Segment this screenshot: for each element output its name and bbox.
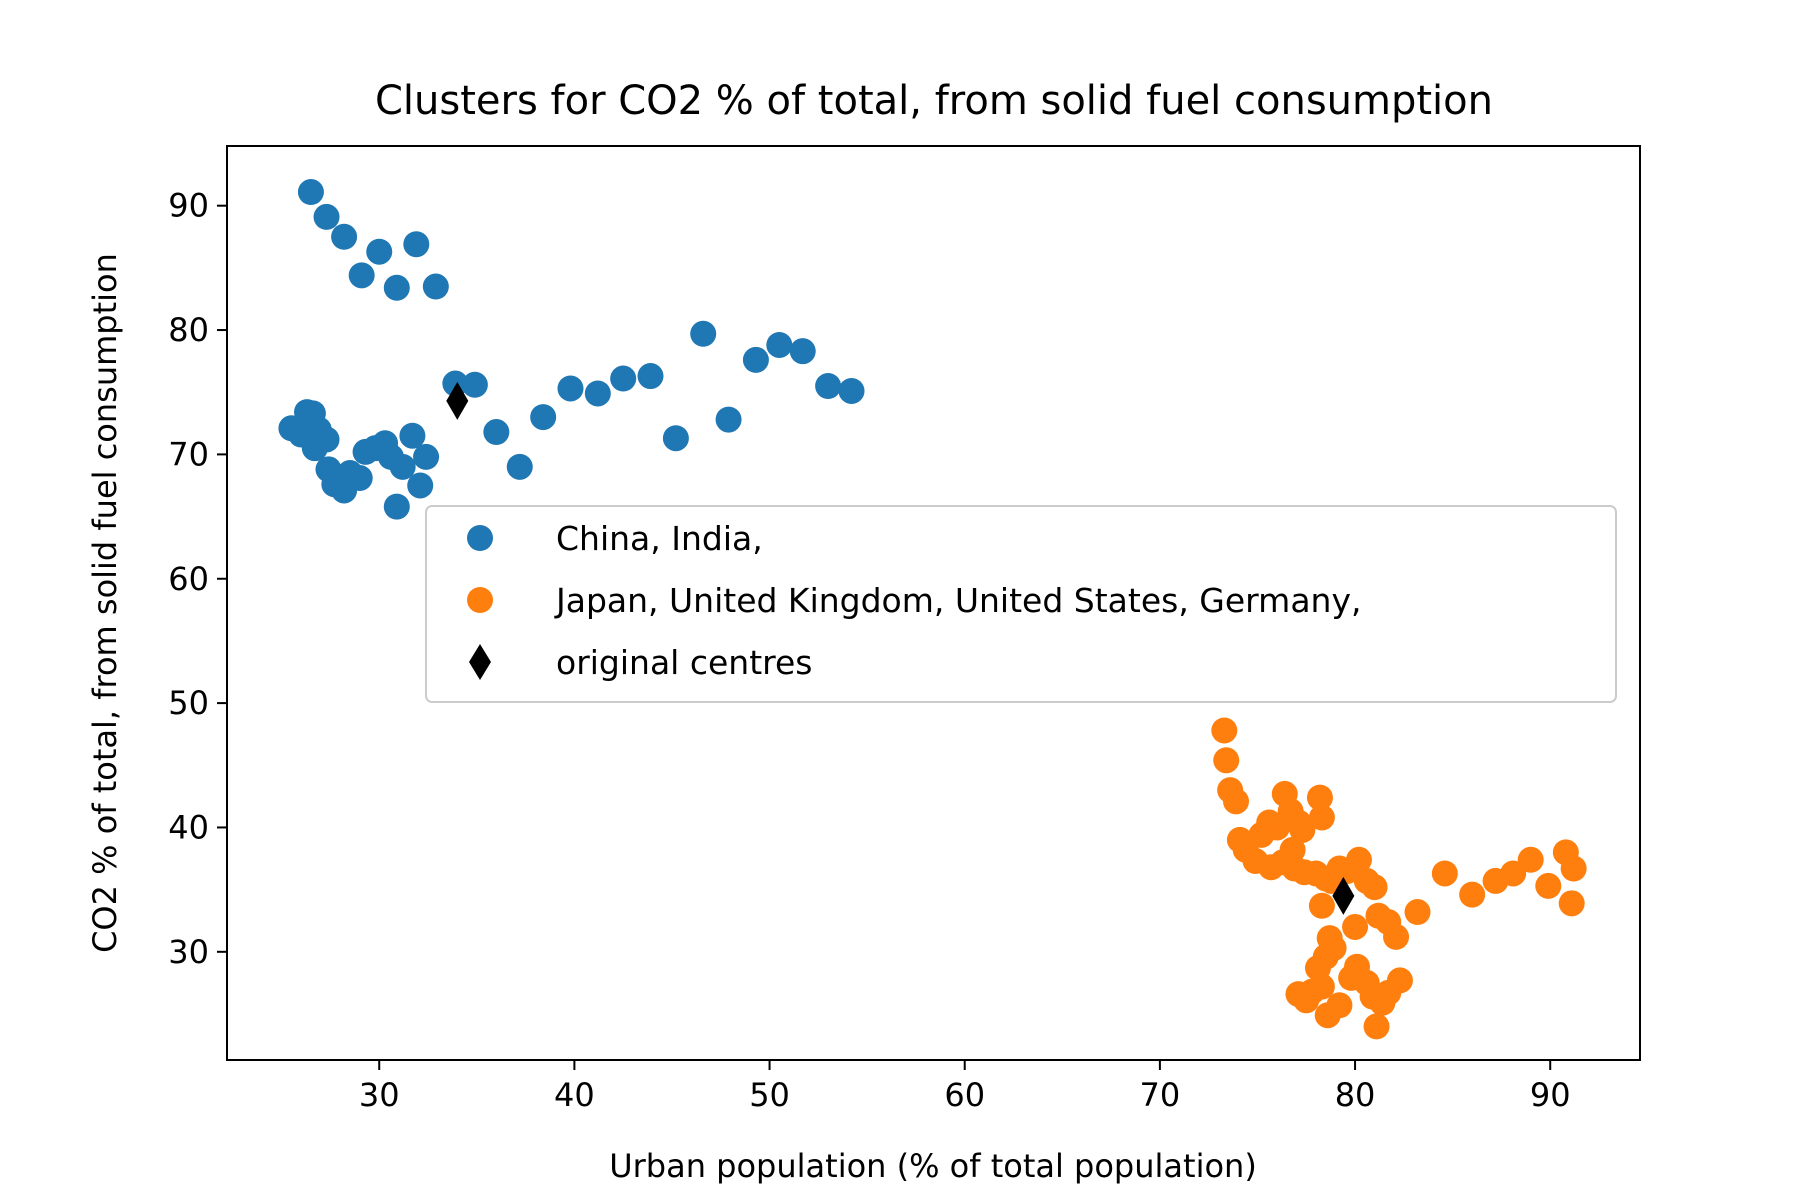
data-point — [1285, 981, 1312, 1008]
data-point — [422, 273, 449, 300]
data-point — [1289, 816, 1316, 843]
data-point — [366, 238, 393, 265]
legend-marker — [467, 525, 493, 551]
data-point — [1558, 890, 1585, 917]
data-point — [1345, 846, 1372, 873]
data-point — [1308, 804, 1335, 831]
data-point — [715, 406, 742, 433]
legend-label: original centres — [556, 643, 812, 682]
data-point — [1211, 717, 1238, 744]
legend-marker — [467, 587, 493, 613]
data-point — [383, 274, 410, 301]
y-tick-label: 70 — [168, 435, 209, 473]
data-point — [610, 365, 637, 392]
chart-title: Clusters for CO2 % of total, from solid … — [375, 78, 1493, 124]
plot-frame — [226, 145, 1641, 1061]
x-tick-label: 60 — [944, 1076, 985, 1114]
y-tick-label: 80 — [168, 311, 209, 349]
data-point — [1258, 854, 1285, 881]
data-point — [297, 179, 324, 206]
data-point — [1404, 899, 1431, 926]
centre-marker — [1332, 876, 1355, 915]
data-point — [383, 493, 410, 520]
data-point — [403, 231, 430, 258]
data-point — [557, 375, 584, 402]
data-point — [407, 472, 434, 499]
data-point — [662, 425, 689, 452]
series-0 — [278, 179, 865, 520]
legend: China, India, Japan, United Kingdom, Unit… — [425, 505, 1617, 703]
data-point — [815, 373, 842, 400]
data-point — [530, 404, 557, 431]
legend-box — [425, 505, 1617, 703]
x-axis-label: Urban population (% of total population) — [609, 1147, 1257, 1185]
data-point — [461, 371, 488, 398]
data-point — [301, 435, 328, 462]
data-point — [1386, 967, 1413, 994]
data-point — [690, 320, 717, 347]
y-tick-label: 90 — [168, 187, 209, 225]
data-point — [1223, 788, 1250, 815]
data-point — [1326, 992, 1353, 1019]
data-point — [389, 453, 416, 480]
data-point — [1431, 860, 1458, 887]
x-tick-label: 30 — [359, 1076, 400, 1114]
data-point — [346, 465, 373, 492]
data-point — [637, 363, 664, 390]
y-tick-label: 60 — [168, 560, 209, 598]
legend-label: China, India, — [556, 519, 763, 558]
data-point — [1517, 846, 1544, 873]
y-tick-label: 30 — [168, 933, 209, 971]
data-point — [1383, 923, 1410, 950]
data-point — [1560, 855, 1587, 882]
x-tick-label: 40 — [554, 1076, 595, 1114]
centre-marker — [446, 381, 469, 420]
data-point — [789, 338, 816, 365]
y-tick-label: 40 — [168, 808, 209, 846]
data-point — [506, 453, 533, 480]
y-axis-label: CO2 % of total, from solid fuel consumpt… — [86, 253, 124, 953]
data-point — [1342, 913, 1369, 940]
data-point — [1308, 892, 1335, 919]
data-point — [399, 422, 426, 449]
data-point — [766, 331, 793, 358]
data-point — [742, 346, 769, 373]
data-point — [1535, 872, 1562, 899]
data-point — [313, 203, 340, 230]
data-point — [1213, 747, 1240, 774]
x-tick-label: 90 — [1530, 1076, 1571, 1114]
data-point — [483, 419, 510, 446]
y-tick-label: 50 — [168, 684, 209, 722]
x-tick-label: 50 — [749, 1076, 790, 1114]
data-point — [838, 377, 865, 404]
legend-marker — [469, 644, 491, 680]
series-1 — [1211, 717, 1587, 1040]
y-axis: 30 40 50 60 70 80 90 — [168, 187, 227, 971]
plot-marks — [278, 179, 1587, 1040]
series-2 — [446, 381, 1355, 915]
x-tick-label: 80 — [1335, 1076, 1376, 1114]
x-tick-label: 70 — [1140, 1076, 1181, 1114]
data-point — [1500, 860, 1527, 887]
data-point — [1363, 1013, 1390, 1040]
data-point — [348, 262, 375, 289]
data-point — [331, 223, 358, 250]
legend-label: Japan, United Kingdom, United States, Ge… — [554, 581, 1361, 620]
data-point — [413, 443, 440, 470]
x-axis: 30 40 50 60 70 80 90 — [359, 1060, 1571, 1114]
data-point — [1361, 874, 1388, 901]
data-point — [1459, 881, 1486, 908]
data-point — [1306, 784, 1333, 811]
data-point — [584, 380, 611, 407]
